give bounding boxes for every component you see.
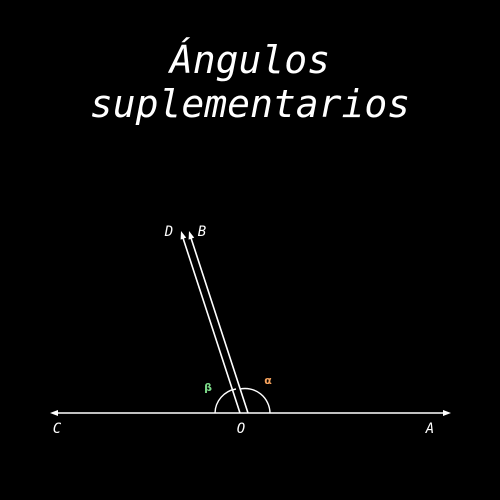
- point-label-o: O: [237, 421, 245, 437]
- angle-alpha-arc: [239, 387, 271, 414]
- title-line-2: suplementarios: [89, 82, 411, 126]
- arrowhead-d: [180, 231, 187, 240]
- ray-od: [182, 237, 241, 414]
- angle-alpha-label: α: [264, 374, 272, 387]
- ray-ob: [190, 237, 249, 414]
- arrowhead-a: [443, 410, 451, 416]
- angle-beta-label: β: [204, 381, 212, 394]
- page-title: Ángulos suplementarios: [0, 38, 500, 126]
- angle-beta-arc: [214, 388, 237, 414]
- arrowhead-c: [50, 410, 58, 416]
- point-label-c: C: [53, 421, 62, 437]
- point-label-b: B: [198, 224, 206, 240]
- arrowhead-b: [188, 231, 195, 240]
- point-label-d: D: [164, 224, 173, 240]
- point-label-a: A: [425, 421, 434, 437]
- title-line-1: Ángulos: [169, 38, 331, 82]
